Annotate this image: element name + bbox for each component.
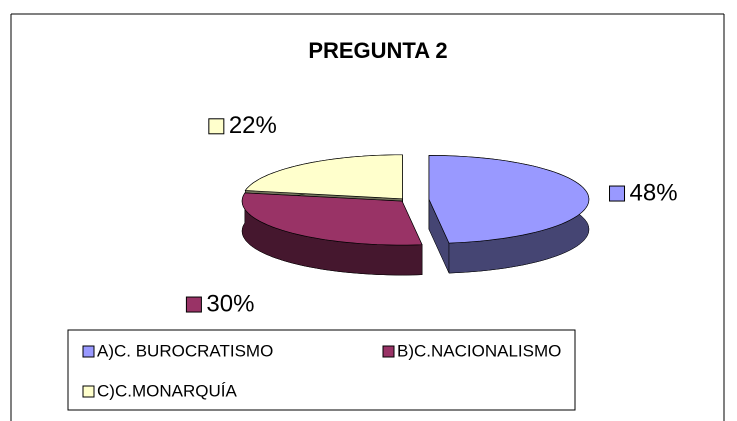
label-key [208,118,225,135]
legend-key [82,385,95,398]
data-label: 30% [206,290,254,317]
legend [67,329,576,411]
label-key [609,185,626,202]
slice-group [428,155,590,274]
legend-key [382,345,395,358]
legend-label: C)C.MONARQUÍA [97,381,237,400]
data-label: 48% [630,179,678,206]
legend-label: B)C.NACIONALISMO [397,341,561,360]
legend-key [82,345,95,358]
slice-group [241,192,423,276]
data-label: 22% [229,112,277,139]
legend-label: A)C. BUROCRATISMO [97,341,273,360]
slice [241,192,423,246]
slice [244,154,403,200]
label-key [185,296,202,313]
chart-title: PREGUNTA 2 [308,38,447,63]
slice [428,155,590,244]
